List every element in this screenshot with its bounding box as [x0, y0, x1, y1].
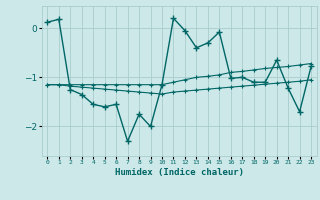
X-axis label: Humidex (Indice chaleur): Humidex (Indice chaleur) — [115, 168, 244, 177]
